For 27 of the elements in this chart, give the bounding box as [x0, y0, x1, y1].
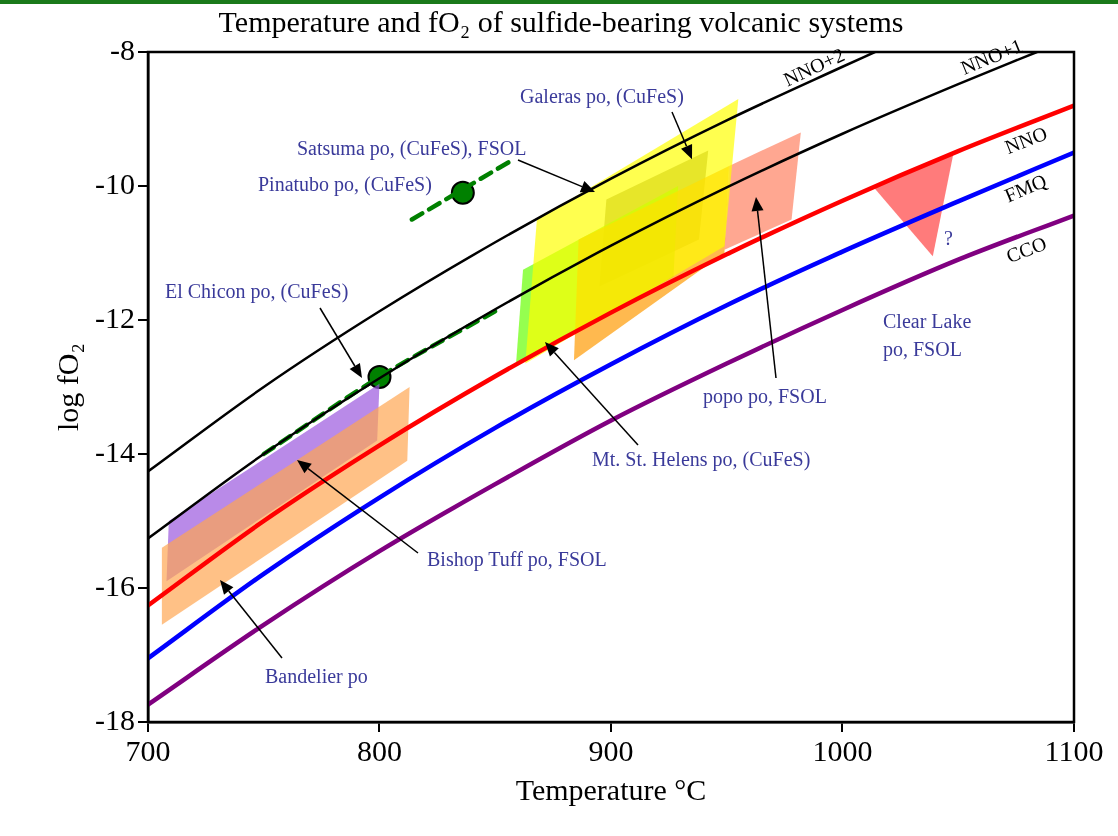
y-tick-label: -10	[94, 166, 135, 200]
x-axis-title: Temperature °C	[515, 772, 707, 806]
annotation: El Chicon po, (CuFeS)	[165, 280, 349, 303]
annotation: Pinatubo po, (CuFeS)	[258, 173, 432, 196]
x-tick-label: 1000	[812, 733, 873, 767]
text: FMQ	[1001, 169, 1051, 207]
chart-title: Temperature and fO₂ of sulfide-bearing volcanic systems	[218, 4, 904, 38]
y-tick-label: -16	[94, 568, 135, 602]
annotation: Galeras po, (CuFeS)	[520, 85, 684, 108]
annotation: Satsuma po, (CuFeS), FSOL	[297, 137, 527, 160]
y-tick-label: -18	[94, 702, 135, 736]
x-tick-label: 800	[356, 733, 402, 767]
y-axis-title: log fO₂	[50, 343, 84, 431]
x-tick-label: 900	[588, 733, 634, 767]
text: NNO	[1001, 121, 1051, 159]
annotation: Bishop Tuff po, FSOL	[427, 548, 607, 571]
text: CCO	[1003, 231, 1050, 268]
annotation: Bandelier po	[265, 665, 368, 688]
y-tick-label: -12	[94, 300, 135, 334]
x-tick-label: 700	[125, 733, 171, 767]
annotation: Mt. St. Helens po, (CuFeS)	[592, 448, 811, 471]
annotation: popo po, FSOL	[703, 385, 827, 408]
annotation: Clear Lake po, FSOL	[883, 310, 972, 361]
annotation: ?	[944, 227, 953, 249]
x-tick-label: 1100	[1044, 733, 1104, 767]
y-tick-label: -8	[109, 32, 135, 66]
y-tick-label: -14	[94, 434, 135, 468]
